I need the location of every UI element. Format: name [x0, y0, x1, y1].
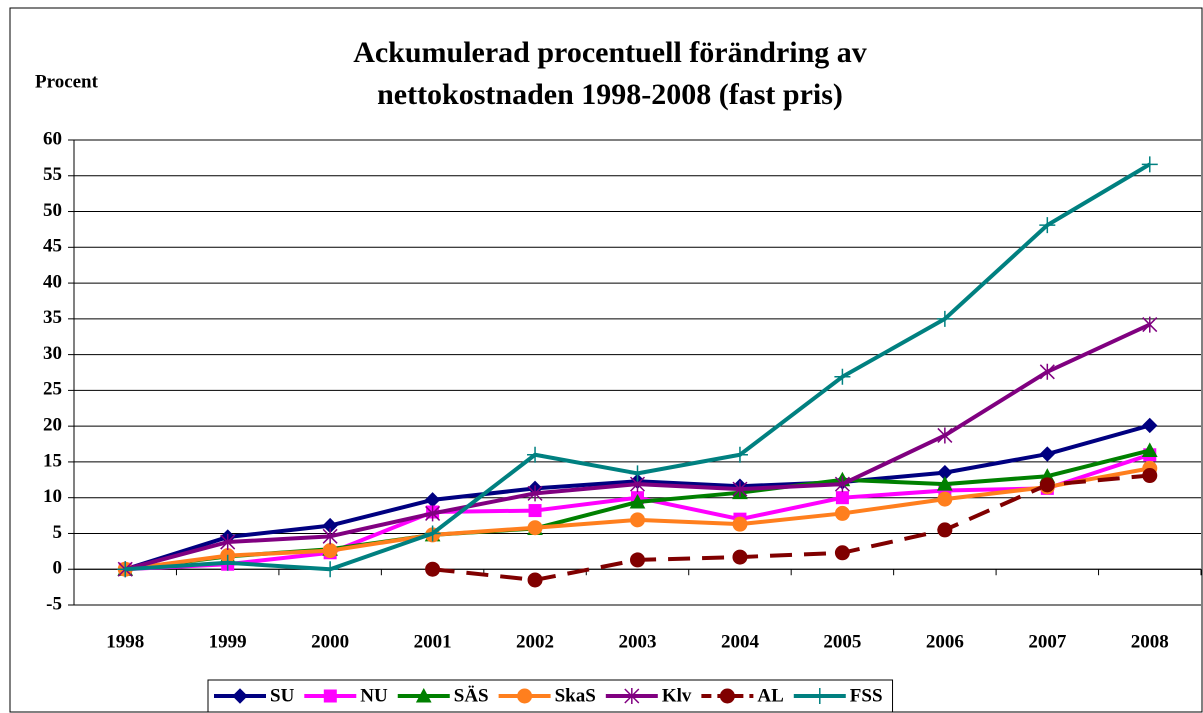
- x-tick-label: 2002: [516, 631, 554, 652]
- marker: [732, 516, 748, 532]
- y-tick-label: 45: [43, 236, 62, 257]
- marker: [719, 688, 735, 704]
- y-tick-label: -5: [46, 593, 62, 614]
- y-tick-label: 15: [43, 450, 62, 471]
- marker: [732, 481, 748, 498]
- legend-label: FSS: [850, 685, 883, 706]
- marker: [811, 688, 828, 704]
- series-line: [432, 473, 1150, 582]
- legend-label: Klv: [662, 685, 692, 706]
- y-tick-label: 60: [43, 128, 62, 149]
- x-tick-label: 2000: [311, 631, 349, 652]
- y-tick-label: 50: [43, 200, 62, 221]
- legend: SU NU SÄS SkaS Klv AL FSS: [207, 679, 894, 713]
- marker: [527, 520, 543, 536]
- marker: [835, 491, 849, 505]
- marker: [834, 368, 851, 385]
- marker: [322, 528, 338, 545]
- legend-label: SU: [270, 685, 295, 706]
- legend-label: SkaS: [555, 685, 596, 706]
- x-tick-label: 2001: [414, 631, 452, 652]
- marker: [528, 504, 542, 518]
- marker: [425, 561, 441, 577]
- marker: [630, 552, 645, 568]
- y-tick-label: 20: [43, 415, 62, 436]
- marker: [834, 476, 850, 493]
- marker: [937, 476, 953, 491]
- marker: [1039, 477, 1055, 493]
- y-tick-label: 30: [43, 343, 62, 364]
- legend-label: NU: [360, 685, 388, 706]
- marker: [415, 687, 432, 703]
- chart-subtitle: nettokostnaden 1998-2008 (fast pris): [377, 78, 843, 111]
- marker: [629, 493, 646, 509]
- marker: [1141, 156, 1158, 173]
- marker: [424, 525, 441, 542]
- chart-title: Ackumulerad procentuell förändring av: [353, 36, 867, 69]
- marker: [1039, 363, 1055, 380]
- y-axis-label: Procent: [35, 71, 99, 92]
- y-tick-label: 25: [43, 379, 62, 400]
- marker: [937, 522, 953, 538]
- x-tick-label: 2003: [619, 631, 657, 652]
- y-tick-label: 55: [43, 164, 62, 185]
- x-tick-label: 2005: [823, 631, 861, 652]
- marker: [322, 561, 339, 578]
- marker: [629, 465, 646, 482]
- marker: [630, 512, 645, 528]
- x-tick-label: 2006: [926, 631, 964, 652]
- marker: [732, 549, 748, 565]
- marker: [936, 310, 953, 327]
- y-tick-label: 35: [43, 307, 62, 328]
- marker: [219, 554, 236, 571]
- marker: [731, 446, 748, 463]
- y-tick-label: 40: [43, 271, 62, 292]
- marker: [624, 688, 640, 704]
- x-tick-label: 2008: [1131, 631, 1169, 652]
- x-tick-label: 1998: [106, 631, 144, 652]
- marker: [117, 561, 134, 578]
- y-tick-label: 5: [53, 522, 63, 543]
- marker: [834, 545, 850, 561]
- y-tick-label: 0: [53, 558, 63, 579]
- x-tick-label: 1999: [209, 631, 247, 652]
- marker: [527, 572, 543, 588]
- marker: [322, 543, 338, 559]
- y-tick-label: 10: [43, 486, 62, 507]
- marker: [937, 427, 953, 444]
- marker: [1039, 217, 1056, 234]
- marker: [527, 446, 544, 463]
- chart-frame: [9, 7, 1203, 713]
- marker: [220, 534, 236, 551]
- legend-label: AL: [757, 685, 783, 706]
- marker: [425, 505, 441, 522]
- marker: [1142, 316, 1158, 333]
- marker: [1142, 468, 1158, 484]
- marker: [232, 688, 248, 704]
- marker: [517, 688, 533, 704]
- marker: [834, 505, 850, 521]
- marker: [1039, 446, 1056, 462]
- x-tick-label: 2004: [721, 631, 760, 652]
- marker: [937, 491, 953, 507]
- x-tick-label: 2007: [1028, 631, 1067, 652]
- legend-label: SÄS: [454, 685, 489, 706]
- marker: [1142, 417, 1158, 434]
- marker: [323, 689, 337, 703]
- marker: [1141, 442, 1158, 457]
- marker: [527, 485, 543, 502]
